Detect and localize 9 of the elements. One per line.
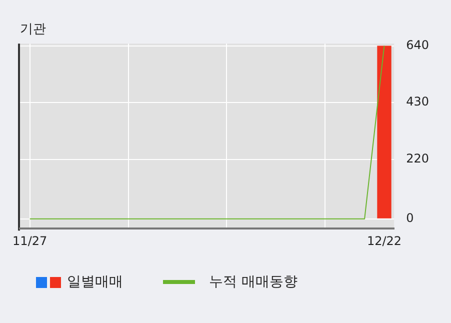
- y-tick-label: 430: [406, 94, 429, 109]
- x-tick-label: 11/27: [12, 234, 48, 248]
- legend-label: 누적 매매동향: [209, 273, 298, 291]
- legend-label: 일별매매: [67, 273, 123, 291]
- y-tick-label: 220: [406, 151, 429, 166]
- y-tick-label: 640: [406, 38, 429, 52]
- chart-title: 기관: [20, 22, 46, 38]
- y-tick-label: 0: [406, 210, 414, 225]
- x-tick-label: 12/22: [366, 234, 402, 248]
